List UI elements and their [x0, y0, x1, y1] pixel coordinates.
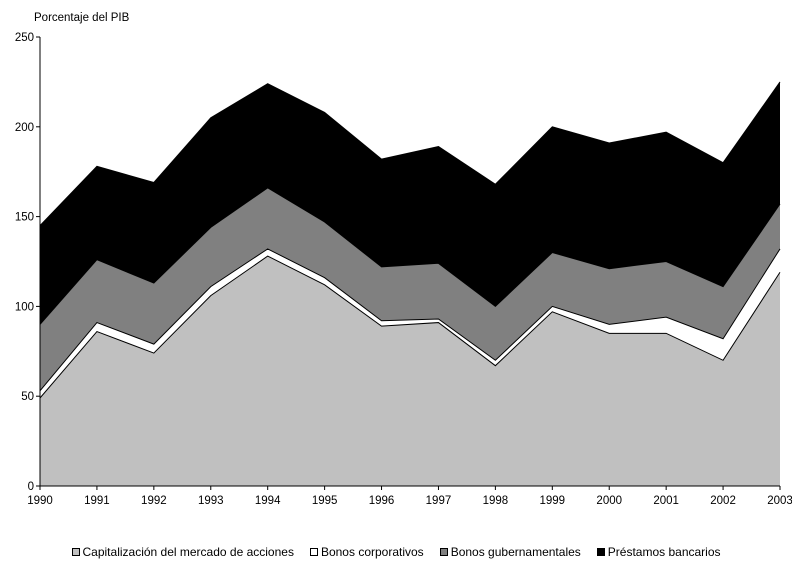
legend: Capitalización del mercado de acciones Bo… — [0, 544, 792, 560]
series-line-1 — [39, 255, 781, 399]
legend-swatch — [439, 548, 448, 556]
y-tick-label: 200 — [15, 122, 34, 134]
legend-label: Préstamos bancarios — [607, 545, 721, 559]
y-tick-label: 150 — [15, 212, 34, 224]
x-tick-label: 1991 — [84, 495, 110, 507]
y-tick-label: 0 — [28, 481, 34, 493]
series-line-3 — [39, 187, 781, 325]
y-tick-label: 50 — [21, 391, 34, 403]
x-tick-label: 2002 — [710, 495, 736, 507]
x-tick-label: 1993 — [198, 495, 224, 507]
x-tick-label: 1997 — [426, 495, 452, 507]
x-tick-label: 2001 — [653, 495, 679, 507]
y-axis-label: Porcentaje del PIB — [34, 12, 130, 24]
x-tick-label: 1998 — [483, 495, 509, 507]
series-line-4 — [39, 81, 781, 226]
x-tick-label: 1990 — [27, 495, 53, 507]
legend-swatch — [309, 548, 318, 556]
series-line-2 — [39, 248, 781, 392]
area-series-4 — [40, 81, 780, 325]
legend-label: Capitalización del mercado de acciones — [82, 545, 294, 559]
x-tick-label: 1992 — [141, 495, 167, 507]
legend-item: Bonos corporativos — [309, 545, 424, 559]
legend-swatch — [596, 548, 605, 556]
area-series-1 — [40, 256, 780, 486]
x-tick-label: 1995 — [312, 495, 338, 507]
legend-swatch — [71, 548, 80, 556]
legend-item: Bonos gubernamentales — [439, 545, 581, 559]
y-tick-label: 100 — [15, 301, 34, 313]
legend-item: Préstamos bancarios — [596, 545, 721, 559]
area-series-3 — [40, 187, 780, 391]
x-tick-label: 1994 — [255, 495, 281, 507]
legend-item: Capitalización del mercado de acciones — [71, 545, 294, 559]
y-tick-label: 250 — [15, 32, 34, 44]
legend-label: Bonos gubernamentales — [450, 545, 581, 559]
legend-label: Bonos corporativos — [320, 545, 424, 559]
x-tick-label: 1999 — [540, 495, 566, 507]
x-tick-label: 2003 — [767, 495, 792, 507]
area-series-2 — [40, 248, 780, 398]
x-tick-label: 2000 — [596, 495, 622, 507]
x-tick-label: 1996 — [369, 495, 395, 507]
